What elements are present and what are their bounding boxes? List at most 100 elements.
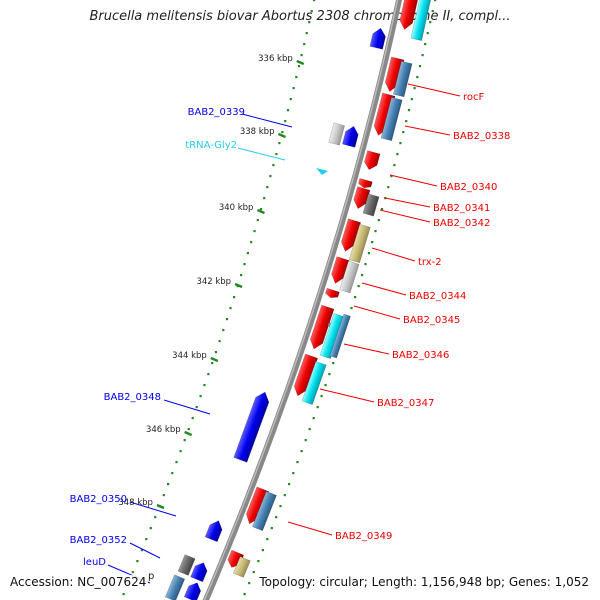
tick-track-dot-right [292,472,295,475]
reverse-cds-arrow-shape [190,562,208,583]
cog-block-light [339,260,360,294]
tick-track-dot-right [421,54,424,57]
cog-block-cyan-shape [410,0,433,41]
tick-track-dot-left [250,241,253,244]
gene-label-left-leader [129,501,177,517]
tick-track-dot-right [266,538,269,541]
tick-track-dot-right [248,582,251,585]
tick-track-dot-left [240,274,243,277]
reverse-cds-arrow [233,391,270,463]
forward-cds-arrow-shape [245,486,270,525]
tick-track-dot-right [418,65,422,68]
cog-block-grey-shape [362,193,380,217]
tick-track-dot-left [214,351,217,354]
tick-track-dot-right [434,0,437,2]
tick-track-dot-right [431,10,434,13]
tick-track-dot-right [402,131,405,134]
forward-cds-arrow [245,486,270,525]
tick-mark [296,59,305,66]
tick-track-dot-left [272,164,275,167]
tick-track-dot-right [374,230,377,233]
gene-label-right-leader [407,83,461,97]
cog-block-steel-shape [329,313,351,359]
cog-block-cyan-shape [301,360,327,406]
reverse-cds-arrow-shape [233,391,270,463]
tick-track-dot-right [252,571,255,574]
cog-block-steel [251,490,277,532]
gene-label-right-leader [389,174,438,187]
tick-track-dot-right [390,175,393,178]
gene-label-right-leader [379,209,431,223]
tick-track-dot-right [429,21,432,24]
tick-track-dot-left [281,131,284,134]
tick-track-dot-right [316,406,319,409]
tick-track-dot-left [259,208,263,211]
cog-block-grey-shape [177,554,196,576]
tick-track-dot-left [140,549,143,552]
gene-label-right: trx-2 [418,257,442,268]
tick-track-dot-right [320,395,323,398]
forward-cds-arrow [358,178,373,189]
forward-cds-arrow [399,0,420,30]
forward-cds-arrow-shape [399,0,420,30]
tick-label: 336 kbp [258,54,293,64]
reverse-cds-arrow [190,562,208,583]
forward-cds-arrow [293,353,319,397]
reverse-cds-arrow [204,520,223,543]
tick-track-dot-left [171,472,174,475]
tick-track-dot-left [183,439,186,442]
reverse-cds-arrow-shape [183,582,202,600]
tick-track-dot-right [387,186,390,189]
cog-block-steel-shape [164,574,186,600]
tick-track-dot-left [300,54,303,57]
tick-track-dot-left [225,318,229,321]
gene-label-right: BAB2_0346 [392,350,449,361]
forward-cds-arrow [325,287,340,299]
tick-track-dot-left [199,395,202,398]
tick-track-dot-right [371,241,374,244]
tick-track-dot-right [308,428,311,431]
tick-track-dot-right [350,307,353,310]
gene-label-right: rocF [463,92,485,103]
cog-block-steel [164,574,186,600]
backbone-line [202,0,403,600]
gene-label-right: BAB2_0347 [377,398,434,409]
tick-track-dot-right [243,593,246,596]
tick-mark [210,356,219,363]
gene-label-right: BAB2_0344 [409,291,466,302]
tick-track-dot-right [332,362,335,365]
tick-track-dot-left [286,109,290,112]
tick-track-dot-left [284,120,287,123]
forward-cds-arrow [331,256,350,284]
tick-track-dot-right [364,263,367,266]
reverse-cds-arrow [183,582,202,600]
gene-label-right-leader [319,388,375,403]
tick-mark [184,430,193,437]
trna-label-leader [237,147,286,161]
gene-label-left-leader [163,399,211,415]
gene-label-left-leader [129,542,161,559]
tick-track-dot-left [187,428,190,431]
tick-mark [277,132,286,139]
tick-track-dot-left [162,494,165,497]
gene-label-right: BAB2_0341 [433,203,490,214]
tick-track-dot-left [145,538,148,541]
tick-track-dot-left [211,362,214,365]
gene-label-left: leuD [83,557,106,568]
tick-track-dot-right [354,296,357,299]
tick-track-dot-right [275,516,278,519]
tick-track-dot-left [222,329,225,332]
gene-label-left: BAB2_0352 [70,535,127,546]
backbone-highlight [203,0,399,600]
tick-track-dot-right [357,285,360,288]
gene-label-right-leader [361,282,407,296]
tick-track-dot-left [154,516,157,519]
forward-cds-arrow [341,218,362,252]
cog-block-khaki-shape [348,223,371,264]
tick-track-dot-left [297,65,301,68]
cog-block-cyan [410,0,433,41]
cog-block-cyan [301,360,327,406]
tick-track-dot-right [324,384,327,387]
gene-label-left: BAB2_0350 [70,494,127,505]
partial-label: p [148,571,154,582]
